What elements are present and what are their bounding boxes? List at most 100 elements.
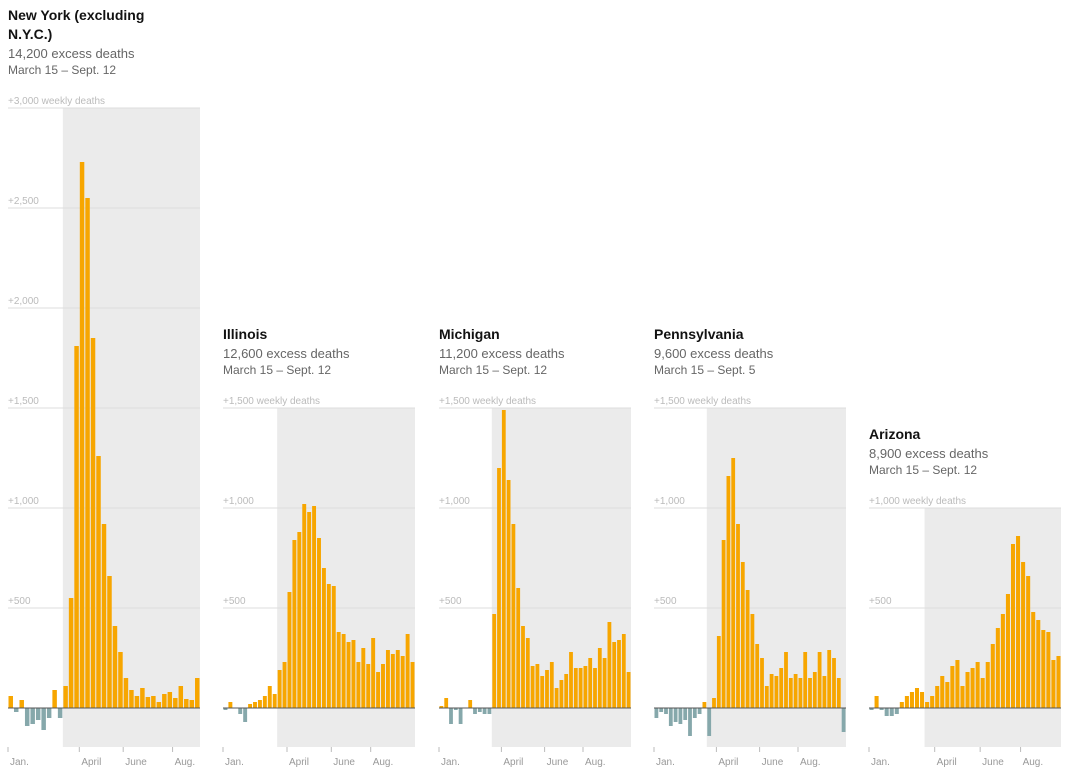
bar xyxy=(626,672,631,708)
bar xyxy=(390,654,395,708)
bar xyxy=(995,628,1000,708)
bar xyxy=(990,644,995,708)
chart-title: Michigan xyxy=(439,326,500,342)
bar xyxy=(668,708,673,726)
bar xyxy=(554,688,559,708)
bar xyxy=(267,686,272,708)
bar xyxy=(140,688,145,708)
bar xyxy=(573,668,578,708)
bar xyxy=(96,456,101,708)
bar xyxy=(769,674,774,708)
bar xyxy=(473,708,477,714)
bar xyxy=(134,696,140,708)
bar xyxy=(774,676,779,708)
gridline-label: +1,000 xyxy=(439,496,470,507)
bar xyxy=(19,700,24,708)
chart-title: Pennsylvania xyxy=(654,326,744,342)
bar xyxy=(57,708,63,718)
bar xyxy=(1046,632,1051,708)
bar xyxy=(940,676,945,708)
bar xyxy=(1016,536,1021,708)
bar xyxy=(597,648,602,708)
bar xyxy=(453,708,458,710)
bar xyxy=(501,410,506,708)
bar xyxy=(521,626,525,708)
bar xyxy=(793,674,798,708)
gridline-label: +1,000 weekly deaths xyxy=(869,496,966,507)
bar xyxy=(549,662,554,708)
gridline-label: +1,500 weekly deaths xyxy=(654,396,751,407)
bar xyxy=(869,708,874,710)
bar xyxy=(331,586,336,708)
bar xyxy=(760,658,764,708)
bar xyxy=(85,198,90,708)
bar xyxy=(405,634,410,708)
bar xyxy=(13,708,19,712)
chart-title: Arizona xyxy=(869,426,921,442)
bar xyxy=(30,708,35,724)
bar xyxy=(716,636,721,708)
bar xyxy=(287,592,292,708)
bar xyxy=(195,678,200,708)
bar xyxy=(1026,576,1031,708)
date-range: March 15 – Sept. 12 xyxy=(869,463,978,477)
bar xyxy=(779,668,784,708)
bar xyxy=(79,162,85,708)
bar xyxy=(569,652,573,708)
bar xyxy=(444,698,449,708)
bar xyxy=(253,702,257,708)
bar xyxy=(965,672,970,708)
bar xyxy=(673,708,678,722)
bar xyxy=(449,708,453,724)
bar xyxy=(458,708,463,724)
bar xyxy=(506,480,511,708)
bar xyxy=(351,640,356,708)
bar xyxy=(726,476,731,708)
bar xyxy=(841,708,846,732)
bar xyxy=(707,708,712,736)
bar xyxy=(784,652,788,708)
bar xyxy=(8,696,13,708)
x-tick-label: April xyxy=(81,757,101,768)
x-tick-label: Jan. xyxy=(441,757,460,768)
bar xyxy=(317,538,321,708)
bar xyxy=(607,622,612,708)
excess-deaths-total: 11,200 excess deaths xyxy=(439,346,565,361)
bar xyxy=(497,468,501,708)
bar xyxy=(487,708,492,714)
bar xyxy=(559,680,564,708)
bar xyxy=(812,672,817,708)
bar xyxy=(292,540,297,708)
bar xyxy=(129,690,134,708)
bar xyxy=(659,708,664,712)
bar xyxy=(74,346,79,708)
bar xyxy=(68,598,74,708)
bar xyxy=(602,658,607,708)
date-range: March 15 – Sept. 5 xyxy=(654,363,756,377)
gridline-label: +500 xyxy=(869,596,892,607)
bar xyxy=(702,702,707,708)
bar xyxy=(889,708,894,716)
excess-deaths-total: 9,600 excess deaths xyxy=(654,346,774,361)
chart-title: Illinois xyxy=(223,326,268,342)
bar-chart: +500 +1,000 +1,500 weekly deaths Jan. April J… xyxy=(438,396,631,768)
bar xyxy=(920,692,925,708)
bar xyxy=(277,670,282,708)
bar xyxy=(740,562,745,708)
bar xyxy=(151,696,156,708)
bar xyxy=(243,708,248,722)
bar xyxy=(371,638,376,708)
bar xyxy=(346,642,351,708)
bar xyxy=(516,588,521,708)
gridline-label: +1,500 weekly deaths xyxy=(223,396,320,407)
bar xyxy=(980,678,985,708)
x-tick-label: Aug. xyxy=(585,757,606,768)
gridline-label: +500 xyxy=(8,596,31,607)
bar xyxy=(395,650,400,708)
bar xyxy=(530,666,535,708)
x-tick-label: Jan. xyxy=(871,757,890,768)
bar xyxy=(736,524,740,708)
bar xyxy=(1031,612,1036,708)
x-tick-label: June xyxy=(547,757,569,768)
gridline-label: +500 xyxy=(654,596,677,607)
